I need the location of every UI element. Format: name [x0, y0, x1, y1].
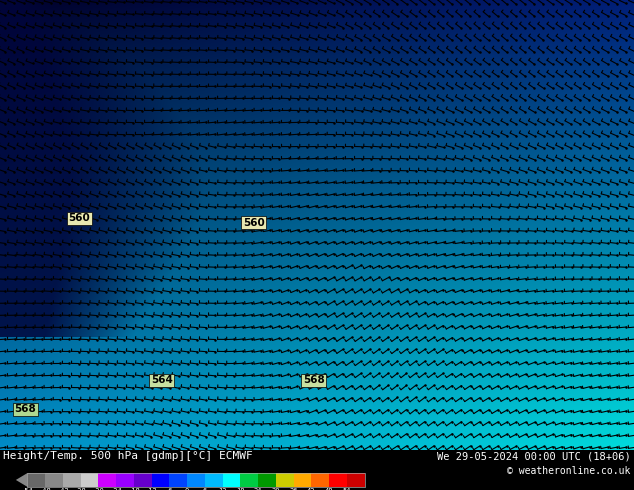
Text: Height/Temp. 500 hPa [gdmp][°C] ECMWF: Height/Temp. 500 hPa [gdmp][°C] ECMWF	[3, 451, 253, 461]
Text: -30: -30	[92, 489, 105, 490]
Bar	[311, 473, 329, 487]
Text: 560: 560	[68, 213, 90, 223]
Text: -6: -6	[165, 489, 174, 490]
Bar	[258, 473, 276, 487]
Text: -42: -42	[56, 489, 69, 490]
Bar	[63, 473, 81, 487]
Text: 12: 12	[218, 489, 227, 490]
Bar	[187, 473, 205, 487]
Text: 18: 18	[236, 489, 245, 490]
Bar	[205, 473, 223, 487]
Text: -54: -54	[21, 489, 34, 490]
Bar	[27, 473, 365, 487]
Text: 568: 568	[15, 404, 36, 415]
Text: -12: -12	[145, 489, 158, 490]
Bar	[45, 473, 63, 487]
Polygon shape	[16, 473, 27, 487]
Bar	[169, 473, 187, 487]
Text: We 29-05-2024 00:00 UTC (18+06): We 29-05-2024 00:00 UTC (18+06)	[437, 451, 631, 461]
Bar	[240, 473, 258, 487]
Bar	[152, 473, 169, 487]
Text: 6: 6	[203, 489, 207, 490]
Text: -38: -38	[74, 489, 87, 490]
Text: 568: 568	[303, 375, 325, 385]
Bar	[347, 473, 365, 487]
Bar	[81, 473, 98, 487]
Bar	[116, 473, 134, 487]
Text: -24: -24	[110, 489, 122, 490]
Bar	[223, 473, 240, 487]
Text: -18: -18	[127, 489, 140, 490]
Bar	[294, 473, 311, 487]
Text: 42: 42	[307, 489, 316, 490]
Text: 48: 48	[325, 489, 333, 490]
Bar	[98, 473, 116, 487]
Bar	[27, 473, 45, 487]
Text: 0: 0	[185, 489, 189, 490]
Text: 564: 564	[151, 375, 172, 385]
Text: 54: 54	[342, 489, 351, 490]
Text: 24: 24	[254, 489, 262, 490]
Text: -48: -48	[39, 489, 51, 490]
Bar	[134, 473, 152, 487]
Text: 560: 560	[243, 218, 264, 228]
Text: © weatheronline.co.uk: © weatheronline.co.uk	[507, 466, 631, 476]
Bar	[329, 473, 347, 487]
Text: 36: 36	[289, 489, 298, 490]
Bar	[276, 473, 294, 487]
Text: 30: 30	[271, 489, 280, 490]
